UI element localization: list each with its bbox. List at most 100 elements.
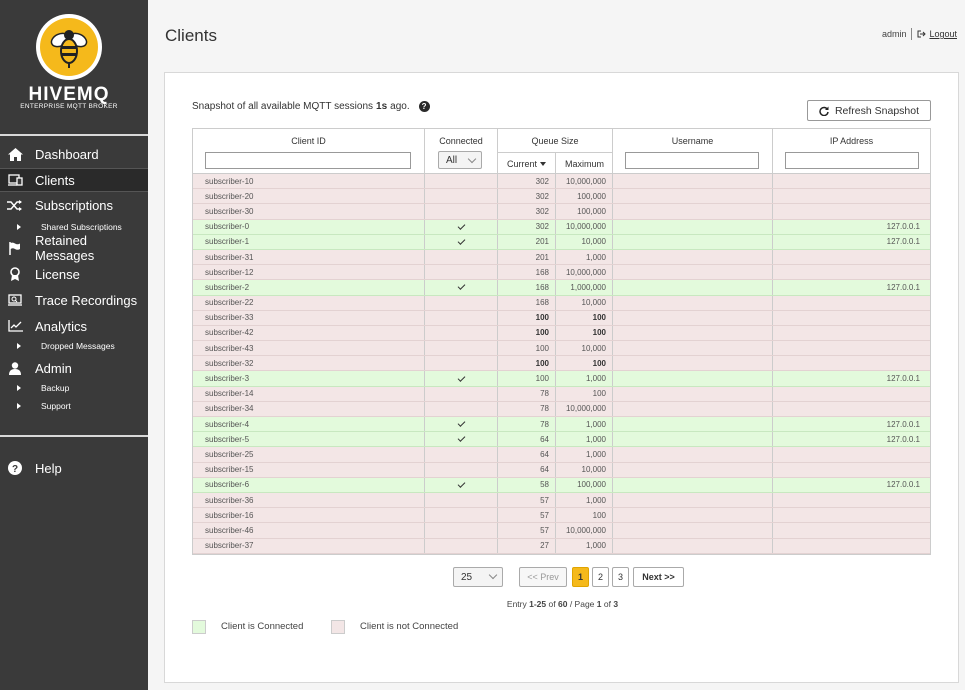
- table-row[interactable]: subscriber-1 201 10,000 127.0.0.1: [193, 234, 930, 250]
- sidebar-item-label: Dashboard: [35, 146, 99, 162]
- table-row[interactable]: subscriber-6 58 100,000 127.0.0.1: [193, 477, 930, 493]
- queue-max-cell: 10,000,000: [556, 401, 613, 416]
- column-queue-size: Queue Size Current Maximum: [498, 129, 613, 175]
- client-id-filter-input[interactable]: [205, 152, 411, 169]
- page-3-button[interactable]: 3: [612, 567, 629, 587]
- question-circle-icon: ?: [7, 460, 23, 476]
- client-id-cell: subscriber-15: [193, 462, 425, 477]
- snapshot-suffix: ago.: [390, 101, 410, 112]
- sidebar-subitem-shared-subscriptions[interactable]: Shared Subscriptions: [0, 219, 148, 235]
- ip-address-cell: [773, 402, 931, 416]
- clients-panel: Snapshot of all available MQTT sessions …: [164, 72, 959, 683]
- caret-right-icon: [17, 385, 21, 391]
- sidebar-item-dashboard[interactable]: Dashboard: [0, 142, 148, 166]
- username-filter-input[interactable]: [625, 152, 759, 169]
- ip-address-cell: 127.0.0.1: [886, 434, 920, 444]
- sidebar-divider: [0, 435, 148, 437]
- sidebar-subitem-label: Backup: [41, 383, 70, 393]
- ip-filter-input[interactable]: [785, 152, 919, 169]
- sidebar-item-trace-recordings[interactable]: Trace Recordings: [0, 288, 148, 312]
- table-row[interactable]: subscriber-12 168 10,000,000: [193, 265, 930, 281]
- page-title: Clients: [165, 26, 217, 45]
- sort-current-button[interactable]: Current: [498, 153, 556, 175]
- sidebar-subitem-dropped-messages[interactable]: Dropped Messages: [0, 338, 148, 354]
- queue-max-cell: 100: [556, 310, 613, 325]
- table-row[interactable]: subscriber-30 302 100,000: [193, 204, 930, 220]
- sort-maximum-button[interactable]: Maximum: [556, 153, 613, 175]
- connected-filter-select[interactable]: All: [438, 151, 482, 169]
- sidebar-item-label: Trace Recordings: [35, 292, 138, 308]
- page-of: of: [603, 599, 611, 609]
- help-icon[interactable]: ?: [418, 101, 430, 112]
- username-cell: [613, 189, 773, 204]
- home-icon: [7, 146, 23, 162]
- sidebar-item-subscriptions[interactable]: Subscriptions: [0, 193, 148, 217]
- brand-logo[interactable]: HIVEMQ ENTERPRISE MQTT BROKER: [0, 0, 148, 134]
- logout-link[interactable]: Logout: [917, 29, 957, 39]
- refresh-snapshot-button[interactable]: Refresh Snapshot: [807, 100, 931, 121]
- pagination: 25 << Prev 1 2 3 Next >>: [165, 567, 960, 587]
- ip-address-cell: [773, 493, 931, 507]
- queue-current-cell: 100: [498, 341, 556, 356]
- page-size-select[interactable]: 25: [453, 567, 503, 587]
- ip-address-cell: [773, 356, 931, 370]
- table-row[interactable]: subscriber-32 100 100: [193, 356, 931, 372]
- table-row[interactable]: subscriber-16 57 100: [193, 508, 930, 524]
- sidebar-item-admin[interactable]: Admin: [0, 356, 148, 380]
- connected-cell: [425, 447, 498, 462]
- connected-cell: [425, 249, 498, 265]
- table-row[interactable]: subscriber-33 100 100: [193, 310, 930, 326]
- table-row[interactable]: subscriber-46 57 10,000,000: [193, 523, 931, 539]
- queue-current-cell: 64: [498, 462, 556, 477]
- snapshot-age: 1s: [376, 101, 388, 112]
- table-row[interactable]: subscriber-4 78 1,000 127.0.0.1: [193, 417, 930, 433]
- username-cell: [613, 492, 773, 508]
- table-row[interactable]: subscriber-25 64 1,000: [193, 447, 930, 463]
- table-row[interactable]: subscriber-14 78 100: [193, 386, 930, 402]
- sidebar-subitem-backup[interactable]: Backup: [0, 380, 148, 396]
- table-row[interactable]: subscriber-20 302 100,000: [193, 189, 930, 205]
- sidebar-item-clients[interactable]: Clients: [0, 168, 148, 192]
- queue-current-cell: 201: [498, 234, 556, 249]
- table-row[interactable]: subscriber-5 64 1,000 127.0.0.1: [193, 432, 930, 448]
- sidebar-item-analytics[interactable]: Analytics: [0, 314, 148, 338]
- client-id-cell: subscriber-20: [193, 189, 425, 204]
- next-page-button[interactable]: Next >>: [633, 567, 684, 587]
- table-row[interactable]: subscriber-43 100 10,000: [193, 341, 930, 357]
- client-id-cell: subscriber-34: [193, 401, 425, 416]
- table-row[interactable]: subscriber-2 168 1,000,000 127.0.0.1: [193, 280, 930, 296]
- table-row[interactable]: subscriber-15 64 10,000: [193, 462, 930, 478]
- table-row[interactable]: subscriber-36 57 1,000: [193, 492, 931, 509]
- table-row[interactable]: subscriber-34 78 10,000,000: [193, 401, 931, 417]
- page-2-button[interactable]: 2: [592, 567, 609, 587]
- connected-cell: [425, 310, 498, 325]
- ip-address-cell: [773, 326, 931, 340]
- connected-cell: [425, 280, 498, 295]
- table-row[interactable]: subscriber-22 168 10,000: [193, 295, 930, 311]
- table-row[interactable]: subscriber-42 100 100: [193, 325, 931, 342]
- client-id-cell: subscriber-10: [193, 174, 425, 189]
- connected-cell: [425, 462, 498, 477]
- ip-address-cell: 127.0.0.1: [886, 237, 920, 247]
- username-cell: [613, 249, 773, 265]
- sidebar-item-license[interactable]: License: [0, 262, 148, 286]
- table-row[interactable]: subscriber-3 100 1,000 127.0.0.1: [193, 371, 930, 387]
- entry-total: 60: [557, 599, 568, 609]
- sidebar-subitem-support[interactable]: Support: [0, 398, 148, 414]
- sidebar-divider: [0, 134, 148, 136]
- queue-max-cell: 1,000: [556, 538, 613, 553]
- sidebar-item-help[interactable]: ? Help: [0, 456, 148, 480]
- sidebar-item-retained-messages[interactable]: Retained Messages: [0, 233, 148, 263]
- table-row[interactable]: subscriber-37 27 1,000: [193, 538, 930, 554]
- table-row[interactable]: subscriber-31 201 1,000: [193, 249, 930, 266]
- check-icon: [457, 221, 465, 230]
- prev-page-button[interactable]: << Prev: [519, 567, 567, 587]
- page-1-button[interactable]: 1: [572, 567, 589, 587]
- table-row[interactable]: subscriber-10 302 10,000,000: [193, 174, 930, 190]
- ip-address-cell: 127.0.0.1: [886, 419, 920, 429]
- username-cell: [613, 204, 773, 219]
- ip-address-cell: [773, 523, 931, 537]
- check-icon: [457, 236, 465, 245]
- client-id-cell: subscriber-43: [193, 341, 425, 356]
- table-row[interactable]: subscriber-0 302 10,000,000 127.0.0.1: [193, 219, 930, 235]
